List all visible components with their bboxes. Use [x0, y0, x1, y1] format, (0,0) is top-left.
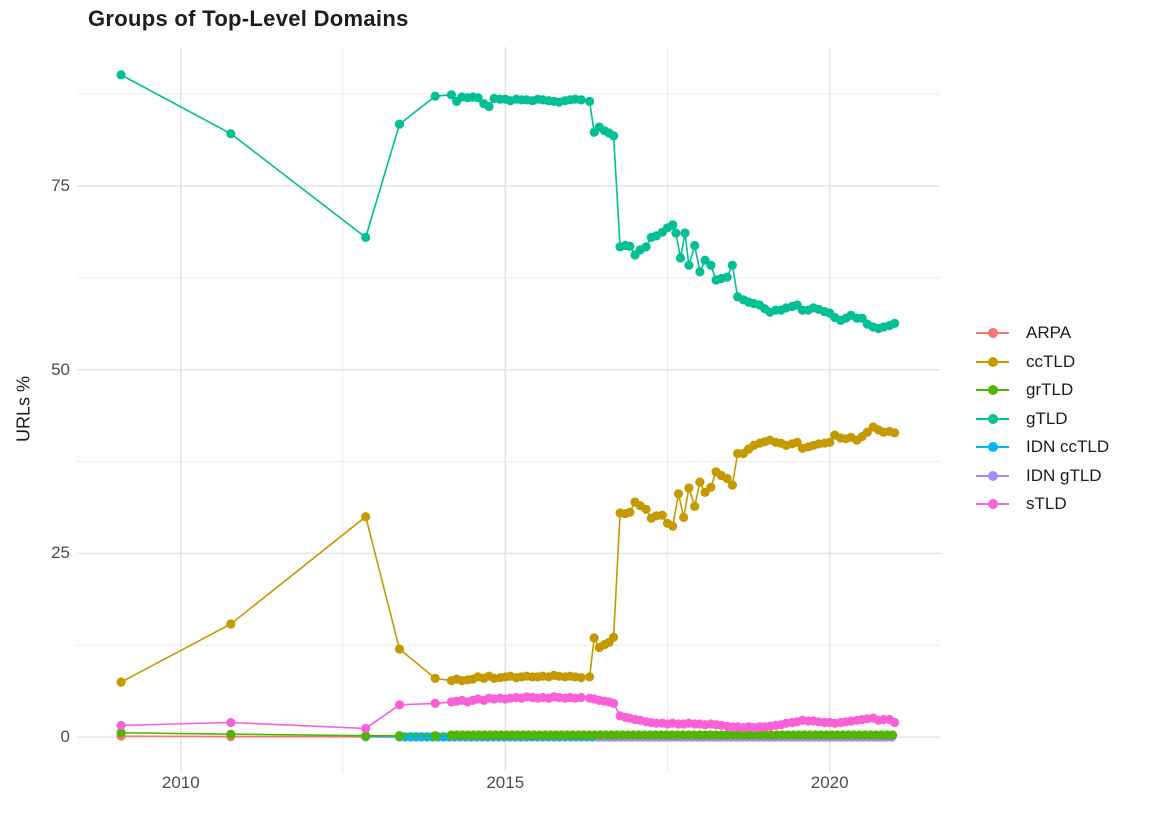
series-cctld — [116, 422, 900, 687]
legend-key-icon — [976, 441, 1009, 453]
legend-label: sTLD — [1026, 494, 1067, 514]
x-tick-label-2010: 2010 — [161, 773, 200, 792]
legend-item-gtld: gTLD — [976, 405, 1109, 434]
legend-label: ARPA — [1026, 323, 1072, 343]
legend-item-idn-cctld: IDN ccTLD — [976, 433, 1109, 462]
legend-label: ccTLD — [1026, 351, 1076, 371]
legend-key-icon — [976, 498, 1009, 510]
series-grtld — [116, 728, 898, 741]
x-tick-label-2015: 2015 — [486, 773, 525, 792]
legend-key-icon — [976, 384, 1009, 396]
series-stld — [116, 692, 900, 734]
y-tick-label-75: 75 — [51, 175, 70, 195]
legend-label: gTLD — [1026, 408, 1068, 428]
legend-key-icon — [976, 356, 1009, 368]
legend-item-grtld: grTLD — [976, 376, 1109, 405]
y-axis-title: URLs % — [13, 375, 34, 443]
legend: ARPA ccTLD grTLD gTLD IDN ccTLD IDN gTLD sTLD — [976, 319, 1109, 519]
legend-item-idn-gtld: IDN gTLD — [976, 462, 1109, 491]
chart-title: Groups of Top-Level Domains — [88, 6, 409, 31]
legend-label: grTLD — [1026, 380, 1074, 400]
legend-key-icon — [976, 413, 1009, 425]
x-tick-label-2020: 2020 — [810, 773, 849, 792]
legend-item-stld: sTLD — [976, 490, 1109, 519]
y-tick-label-50: 50 — [51, 359, 70, 379]
legend-key-icon — [976, 470, 1009, 482]
legend-item-cctld: ccTLD — [976, 348, 1109, 377]
legend-label: IDN ccTLD — [1026, 437, 1110, 457]
legend-label: IDN gTLD — [1026, 465, 1102, 485]
legend-key-icon — [976, 327, 1009, 339]
gridlines — [77, 47, 940, 771]
legend-item-arpa: ARPA — [976, 319, 1109, 348]
series-gtld — [116, 70, 900, 334]
y-tick-label-25: 25 — [51, 543, 70, 563]
y-tick-label-0: 0 — [60, 727, 70, 747]
